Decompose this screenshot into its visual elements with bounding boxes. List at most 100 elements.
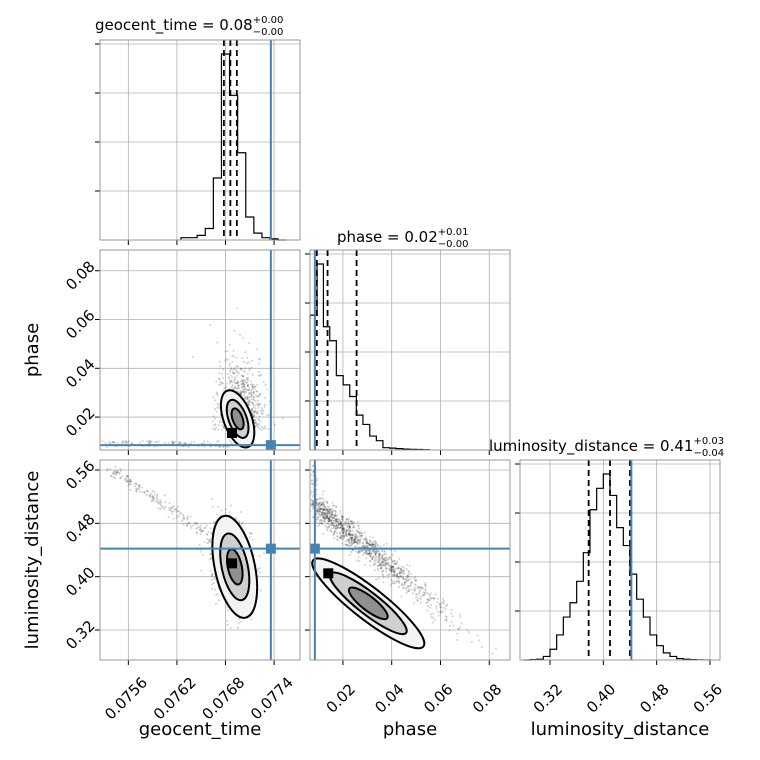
sample-point — [348, 534, 351, 537]
sample-point — [385, 568, 388, 571]
sample-point — [134, 482, 137, 485]
sample-point — [127, 475, 129, 478]
sample-point — [327, 510, 330, 513]
sample-point — [404, 581, 407, 584]
sample-point — [323, 505, 326, 508]
sample-point — [252, 399, 255, 401]
sample-point — [382, 559, 385, 561]
sample-point — [382, 576, 385, 579]
sample-point — [228, 362, 231, 365]
sample-point — [250, 392, 253, 395]
sample-point — [395, 581, 398, 583]
sample-point — [216, 341, 219, 344]
sample-point — [255, 390, 258, 393]
sample-point — [356, 559, 359, 562]
sample-point — [317, 511, 320, 514]
sample-point — [234, 385, 236, 388]
sample-point — [258, 362, 261, 365]
sample-point — [377, 550, 380, 553]
sample-point — [187, 522, 190, 525]
hist-phase-frame — [309, 249, 511, 451]
sample-point — [203, 527, 206, 529]
sample-point — [324, 508, 326, 511]
sample-point — [273, 423, 276, 426]
sample-point — [348, 530, 351, 533]
sample-point — [211, 578, 213, 581]
sample-point — [333, 517, 336, 519]
sample-point — [376, 567, 379, 570]
sample-point — [243, 393, 245, 396]
sample-point — [366, 544, 369, 547]
sample-point — [239, 368, 242, 371]
panel-geocent_time_vs_phase-frame — [99, 249, 301, 451]
sample-point — [387, 574, 390, 577]
sample-point — [341, 531, 344, 534]
sample-point — [402, 569, 405, 572]
sample-point — [335, 520, 338, 523]
sample-point — [371, 544, 374, 547]
sample-point — [247, 379, 249, 382]
sample-point — [325, 514, 328, 516]
sample-point — [405, 568, 408, 571]
sample-point — [343, 527, 346, 530]
sample-point — [206, 440, 209, 443]
sample-point — [322, 511, 325, 514]
yticklabel-luminosity_distance-1: 0.40 — [62, 563, 98, 599]
sample-point — [248, 536, 251, 539]
sample-point — [231, 376, 234, 379]
sample-point — [368, 543, 371, 546]
sample-point — [424, 592, 426, 595]
sample-point — [248, 401, 251, 404]
sample-point — [233, 355, 235, 358]
sample-point — [172, 518, 175, 520]
sample-point — [337, 535, 339, 538]
sample-point — [375, 556, 378, 559]
sample-point — [242, 369, 245, 372]
sample-point — [319, 518, 322, 521]
sample-point — [322, 503, 325, 506]
sample-point — [229, 511, 231, 514]
sample-point — [229, 626, 232, 629]
sample-point — [322, 504, 325, 507]
yticklabel-luminosity_distance-3: 0.56 — [62, 457, 98, 493]
sample-point — [338, 537, 341, 540]
sample-point — [428, 599, 431, 602]
sample-point — [215, 380, 218, 383]
sample-point — [180, 512, 182, 515]
sample-point — [365, 549, 368, 552]
sample-point — [377, 557, 380, 560]
sample-point — [445, 616, 448, 619]
sample-point — [114, 465, 117, 468]
sample-point — [393, 573, 396, 576]
sample-point — [172, 441, 175, 444]
sample-point — [404, 577, 407, 580]
sample-point — [222, 446, 225, 448]
sample-point — [137, 484, 140, 487]
sample-point — [337, 522, 340, 525]
sample-point — [193, 441, 196, 443]
sample-point — [243, 388, 246, 390]
sample-point — [252, 404, 255, 407]
sample-point — [381, 564, 384, 567]
sample-point — [350, 522, 353, 525]
sample-point — [374, 545, 377, 548]
sample-point — [360, 535, 363, 537]
sample-point — [330, 519, 333, 522]
sample-point — [350, 551, 353, 553]
sample-point — [325, 526, 328, 529]
sample-point — [253, 396, 256, 399]
sample-point — [135, 490, 138, 493]
sample-point — [237, 372, 240, 375]
sample-point — [357, 546, 360, 549]
sample-point — [393, 574, 396, 577]
sample-point — [402, 572, 405, 575]
sample-point — [219, 383, 222, 386]
xticklabel-geocent_time-0: 0.0756 — [101, 673, 151, 723]
sample-point — [320, 519, 323, 522]
sample-point — [258, 555, 261, 557]
sample-point — [392, 580, 395, 583]
sample-point — [370, 542, 373, 545]
sample-point — [423, 594, 426, 597]
sample-point — [347, 532, 350, 535]
sample-point — [211, 575, 213, 578]
